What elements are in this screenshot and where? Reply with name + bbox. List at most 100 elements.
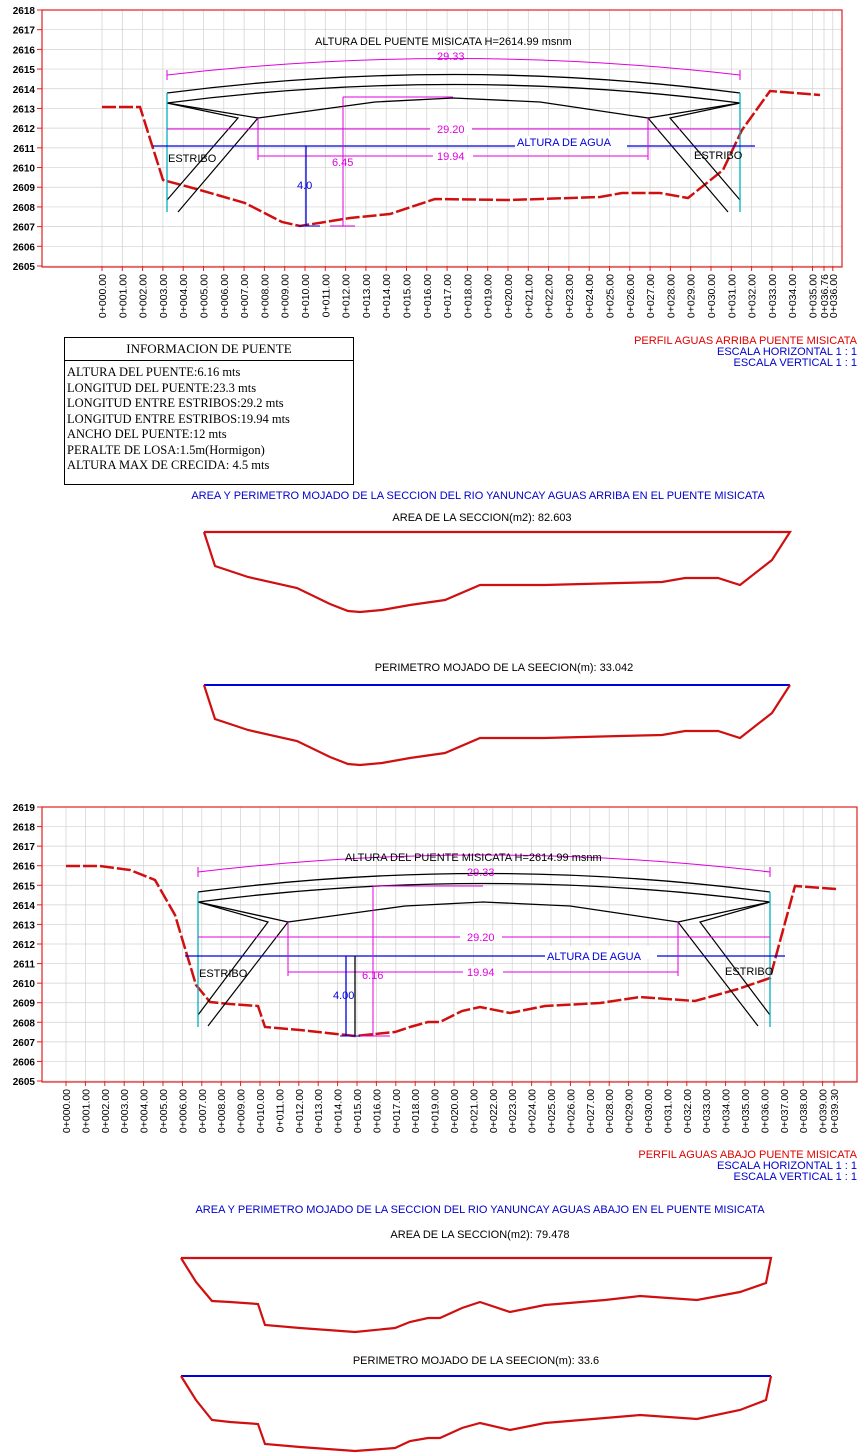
upstream-x-tick-label: 0+026.00 (625, 274, 637, 318)
downstream-y-tick-label: 2613 (13, 920, 36, 931)
downstream-x-tick-label: 0+008.00 (216, 1089, 228, 1133)
upstream-estribo-left: ESTRIBO (168, 153, 217, 165)
downstream-deck-bottom (198, 884, 770, 903)
upstream-estribo-right: ESTRIBO (694, 150, 743, 162)
info-line: LONGITUD ENTRE ESTRIBOS:29.2 mts (67, 396, 353, 412)
upstream-x-tick-label: 0+034.00 (787, 274, 799, 318)
downstream-x-tick-label: 0+038.00 (798, 1089, 810, 1133)
upstream-x-tick-label: 0+012.00 (341, 274, 353, 318)
downstream-x-tick-label: 0+026.00 (565, 1089, 577, 1133)
downstream-y-tick-label: 2611 (13, 960, 35, 971)
downstream-scale-v: ESCALA VERTICAL 1 : 1 (733, 1171, 857, 1183)
upstream-x-tick-label: 0+001.00 (117, 274, 129, 318)
downstream-x-tick-label: 0+000.00 (61, 1089, 73, 1133)
downstream-y-tick-label: 2609 (13, 999, 36, 1010)
downstream-y-tick-label: 2614 (13, 901, 36, 912)
upstream-x-tick-label: 0+035.00 (808, 274, 820, 318)
downstream-pier-dim-label: 6.16 (362, 970, 383, 982)
downstream-x-tick-label: 0+036.00 (759, 1089, 771, 1133)
upstream-x-tick-label: 0+018.00 (462, 274, 474, 318)
downstream-x-tick-label: 0+028.00 (604, 1089, 616, 1133)
upstream-x-tick-label: 0+020.00 (503, 274, 515, 318)
upstream-y-tick-label: 2618 (13, 6, 36, 17)
upstream-x-tick-label: 0+013.00 (361, 274, 373, 318)
downstream-x-tick-label: 0+014.00 (333, 1089, 345, 1133)
downstream-estribo-left: ESTRIBO (199, 968, 248, 980)
downstream-area-label: AREA DE LA SECCION(m2): 79.478 (390, 1229, 569, 1241)
downstream-x-tick-label: 0+037.00 (779, 1089, 791, 1133)
upstream-y-tick-label: 2610 (13, 164, 36, 175)
downstream-x-tick-label: 0+034.00 (721, 1089, 733, 1133)
downstream-x-tick-label: 0+003.00 (119, 1089, 131, 1133)
upstream-x-tick-label: 0+017.00 (442, 274, 454, 318)
downstream-estribo-right: ESTRIBO (725, 966, 774, 978)
upstream-x-tick-label: 0+014.00 (381, 274, 393, 318)
upstream-x-tick-label: 0+005.00 (199, 274, 211, 318)
downstream-x-tick-label: 0+006.00 (177, 1089, 189, 1133)
downstream-y-tick-label: 2615 (13, 881, 36, 892)
downstream-y-tick-label: 2605 (13, 1077, 36, 1088)
downstream-x-tick-label: 0+017.00 (391, 1089, 403, 1133)
downstream-grid (42, 807, 857, 1081)
upstream-x-tick-label: 0+004.00 (178, 274, 190, 318)
upstream-x-tick-label: 0+022.00 (544, 274, 556, 318)
upstream-x-tick-label: 0+025.00 (605, 274, 617, 318)
downstream-x-tick-label: 0+032.00 (682, 1089, 694, 1133)
upstream-x-tick-label: 0+024.00 (584, 274, 596, 318)
downstream-x-tick-label: 0+029.00 (624, 1089, 636, 1133)
downstream-depth-dim-label: 4.00 (333, 990, 354, 1002)
info-line: LONGITUD DEL PUENTE:23.3 mts (67, 381, 353, 397)
info-line: ALTURA DEL PUENTE:6.16 mts (67, 365, 353, 381)
downstream-x-tick-label: 0+025.00 (546, 1089, 558, 1133)
upstream-x-tick-label: 0+028.00 (665, 274, 677, 318)
info-title: INFORMACION DE PUENTE (65, 338, 353, 361)
upstream-pier-dim-label: 6.45 (332, 157, 353, 169)
downstream-x-tick-label: 0+013.00 (313, 1089, 325, 1133)
upstream-x-tick-label: 0+029.00 (686, 274, 698, 318)
upstream-depth-dim-label: 4.0 (297, 180, 312, 192)
upstream-arc-dim-label: 29.33 (437, 51, 465, 63)
upstream-x-tick-label: 0+033.00 (767, 274, 779, 318)
upstream-y-tick-label: 2616 (13, 45, 36, 56)
downstream-perim-label: PERIMETRO MOJADO DE LA SEECION(m): 33.6 (353, 1355, 599, 1367)
downstream-x-tick-label: 0+030.00 (643, 1089, 655, 1133)
upstream-x-tick-labels: 0+000.00 0+001.00 0+002.00 0+003.00 0+004.00… (97, 266, 840, 318)
downstream-x-tick-label: 0+022.00 (488, 1089, 500, 1133)
upstream-y-tick-label: 2608 (13, 203, 36, 214)
info-line: ALTURA MAX DE CRECIDA: 4.5 mts (67, 458, 353, 474)
downstream-bridge-title: ALTURA DEL PUENTE MISICATA H=2614.99 msn… (345, 852, 602, 864)
info-line: LONGITUD ENTRE ESTRIBOS:19.94 mts (67, 412, 353, 428)
upstream-y-tick-label: 2609 (13, 183, 36, 194)
upstream-y-tick-label: 2614 (13, 85, 36, 96)
downstream-x-tick-label: 0+021.00 (468, 1089, 480, 1133)
upstream-y-tick-label: 2617 (13, 26, 36, 37)
downstream-y-tick-label: 2607 (13, 1038, 36, 1049)
downstream-x-tick-label: 0+018.00 (410, 1089, 422, 1133)
upstream-girder-right-link (648, 103, 740, 118)
upstream-section-title: AREA Y PERIMETRO MOJADO DE LA SECCION DE… (191, 490, 765, 502)
info-line: PERALTE DE LOSA:1.5m(Hormigon) (67, 443, 353, 459)
downstream-x-tick-label: 0+031.00 (662, 1089, 674, 1133)
info-line: ANCHO DEL PUENTE:12 mts (67, 427, 353, 443)
upstream-x-tick-label: 0+006.00 (219, 274, 231, 318)
downstream-x-tick-label: 0+035.00 (740, 1089, 752, 1133)
downstream-x-tick-label: 0+033.00 (701, 1089, 713, 1133)
upstream-x-tick-label: 0+027.00 (645, 274, 657, 318)
downstream-x-tick-label: 0+001.00 (80, 1089, 92, 1133)
upstream-water-label: ALTURA DE AGUA (517, 137, 612, 149)
downstream-section-title: AREA Y PERIMETRO MOJADO DE LA SECCION DE… (195, 1204, 765, 1216)
downstream-y-tick-label: 2616 (13, 862, 36, 873)
upstream-bridge-title: ALTURA DEL PUENTE MISICATA H=2614.99 msn… (315, 36, 572, 48)
upstream-deck-top (167, 75, 740, 94)
downstream-arc-dim-label: 29.33 (467, 867, 495, 879)
downstream-x-tick-label: 0+027.00 (585, 1089, 597, 1133)
upstream-y-tick-label: 2607 (13, 223, 36, 234)
upstream-span-dim-label: 29.20 (437, 124, 465, 136)
downstream-y-tick-label: 2608 (13, 1018, 36, 1029)
upstream-x-tick-label: 0+008.00 (259, 274, 271, 318)
downstream-x-tick-label: 0+019.00 (430, 1089, 442, 1133)
downstream-y-tick-labels: 2619261826172616261526142613261226112610… (13, 803, 42, 1088)
downstream-x-tick-label: 0+039.00 (818, 1089, 830, 1133)
downstream-x-tick-label: 0+011.00 (274, 1089, 286, 1132)
